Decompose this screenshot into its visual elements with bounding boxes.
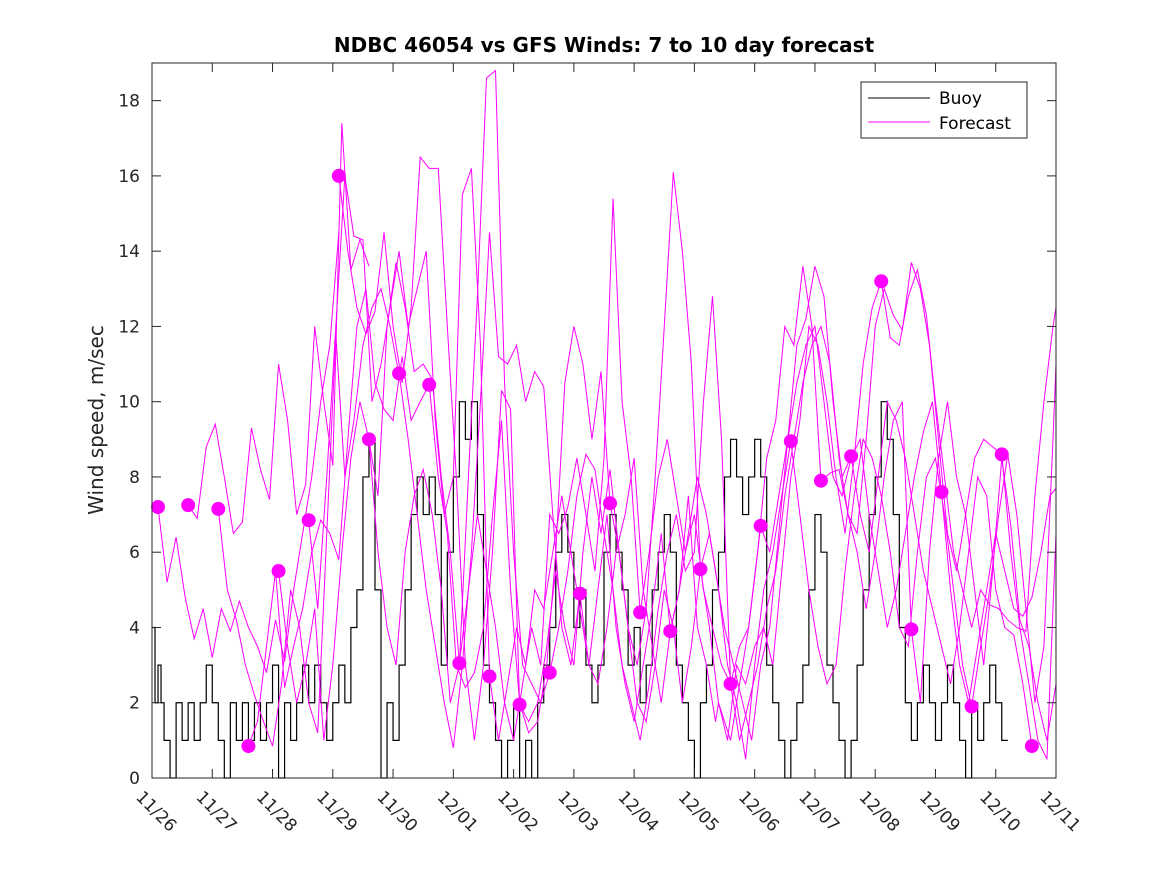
forecast-line [519,172,701,723]
forecast-start-marker [934,485,949,499]
y-tick-label: 0 [129,769,140,789]
y-tick-label: 18 [118,92,140,112]
y-tick-label: 14 [118,242,140,262]
axes-box [151,62,1057,779]
y-axis-label: Wind speed, m/sec [84,325,108,515]
forecast-line [398,232,581,748]
forecast-start-marker [1024,739,1039,754]
forecast-line [308,168,490,677]
y-tick-label: 16 [118,167,140,187]
forecast-line [187,123,370,535]
legend-buoy-label: Buoy [939,89,982,109]
forecast-start-marker [844,449,859,464]
forecast-start-marker [783,434,798,449]
legend: Buoy Forecast [860,81,1028,139]
forecast-start-marker [663,624,678,639]
forecast-line [458,198,641,741]
legend-box [860,81,1028,139]
legend-forecast-label: Forecast [939,114,1011,134]
forecast-start-marker [241,739,256,754]
forecast-start-marker [452,656,467,671]
forecast-line [699,281,882,741]
forecast-start-marker [964,699,979,714]
forecast-line [850,399,1033,747]
forecast-start-marker [151,500,166,515]
forecast-start-marker [361,432,376,447]
forecast-start-marker [874,274,889,289]
forecast-line [971,364,1057,707]
forecast-series-layer [157,69,1057,760]
forecast-start-marker [904,622,919,637]
y-axis-ticks: 0 2 4 6 8 10 12 14 16 18 [118,92,1056,789]
forecast-line [880,268,1057,632]
forecast-marker-layer [151,168,1039,754]
forecast-start-marker [693,562,708,577]
forecast-start-marker [482,669,497,684]
forecast-line [669,266,852,741]
forecast-start-marker [723,676,738,691]
y-tick-label: 4 [129,618,140,638]
forecast-start-marker [422,377,437,392]
forecast-start-marker [181,498,196,513]
y-tick-label: 6 [129,543,140,563]
forecast-start-marker [301,513,316,528]
forecast-start-marker [753,518,768,533]
forecast-start-marker [211,501,226,516]
forecast-start-marker [633,605,648,620]
y-tick-label: 8 [129,468,140,488]
forecast-line [940,487,1057,703]
chart-title: NDBC 46054 vs GFS Winds: 7 to 10 day for… [334,33,875,57]
forecast-start-marker [603,496,618,511]
buoy-line [152,401,1008,779]
buoy-series-layer [152,401,1008,779]
forecast-line [730,324,912,741]
forecast-start-marker [572,586,587,601]
forecast-start-marker [542,665,557,680]
forecast-line [1001,454,1057,760]
forecast-start-marker [994,447,1009,462]
forecast-line [157,232,340,673]
forecast-line [820,262,1003,572]
y-tick-label: 2 [129,694,140,714]
forecast-line [549,296,732,741]
forecast-start-marker [392,366,407,381]
y-tick-label: 10 [118,393,140,413]
forecast-line [488,458,671,741]
forecast-start-marker [512,697,527,712]
forecast-start-marker [271,564,286,579]
y-tick-label: 12 [118,317,140,337]
forecast-start-marker [813,473,828,488]
forecast-start-marker [331,168,346,183]
